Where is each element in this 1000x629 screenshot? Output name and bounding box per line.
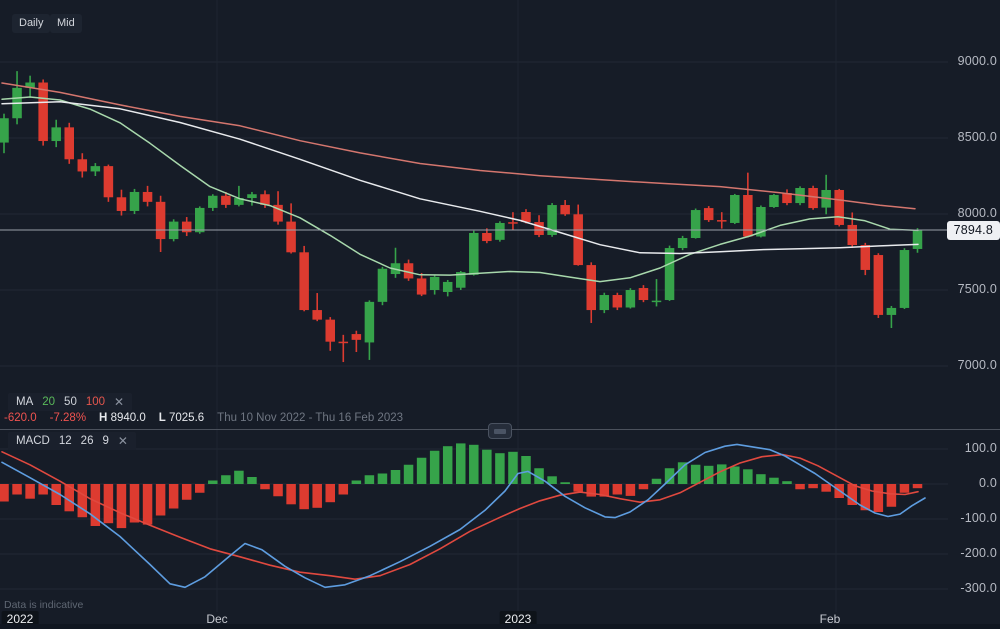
ma-period-100: 100	[85, 396, 106, 408]
macd-param-signal: 9	[102, 435, 109, 447]
ma-indicator-legend: MA 20 50 100 ✕	[8, 393, 133, 411]
timeframe-button[interactable]: Daily	[12, 14, 51, 33]
bottom-strip	[0, 624, 1000, 629]
ma-close-icon[interactable]: ✕	[114, 395, 125, 409]
low-label: L	[158, 412, 166, 424]
time-tick-label: Feb	[819, 612, 841, 626]
macd-param-fast: 12	[58, 435, 72, 447]
panel-divider-handle[interactable]	[488, 423, 512, 439]
current-price-label: 7894.8	[946, 221, 1000, 240]
macd-indicator-name: MACD	[16, 435, 50, 447]
time-tick-label: Dec	[206, 612, 228, 626]
price-tick-label: 7000.0	[957, 358, 997, 372]
macd-tick-label: -200.0	[960, 546, 997, 560]
date-range-label: Thu 10 Nov 2022 - Thu 16 Feb 2023	[217, 412, 404, 424]
price-tick-label: 9000.0	[957, 54, 997, 68]
macd-close-icon[interactable]: ✕	[117, 434, 128, 448]
macd-indicator-legend: MACD 12 26 9 ✕	[8, 432, 136, 450]
ma-stats-row: -620.0 -7.28% H 8940.0 L 7025.6 Thu 10 N…	[4, 412, 403, 424]
macd-tick-label: -300.0	[960, 581, 997, 595]
time-tick-label: 2022	[1, 611, 39, 627]
macd-tick-label: -100.0	[960, 511, 997, 525]
divider-grip-icon	[494, 428, 506, 434]
price-change-value: -620.0	[4, 412, 37, 424]
price-tick-label: 8000.0	[957, 206, 997, 220]
high-label: H	[99, 412, 108, 424]
ma-period-20: 20	[42, 396, 56, 408]
macd-tick-label: 0.0	[979, 476, 997, 490]
price-tick-label: 7500.0	[957, 282, 997, 296]
price-tick-label: 8500.0	[957, 130, 997, 144]
range-low: L 7025.6	[159, 412, 204, 424]
time-tick-label: 2023	[499, 611, 537, 627]
chart-type-button[interactable]: Mid	[50, 14, 82, 33]
range-high: H 8940.0	[99, 412, 146, 424]
disclaimer-text: Data is indicative	[4, 599, 84, 611]
macd-tick-label: 100.0	[964, 441, 997, 455]
ma-period-50: 50	[64, 396, 77, 408]
high-value: 8940.0	[110, 412, 146, 424]
price-change-percent: -7.28%	[49, 412, 87, 424]
ma-indicator-name: MA	[16, 396, 34, 408]
low-value: 7025.6	[168, 412, 205, 424]
macd-param-slow: 26	[80, 435, 94, 447]
